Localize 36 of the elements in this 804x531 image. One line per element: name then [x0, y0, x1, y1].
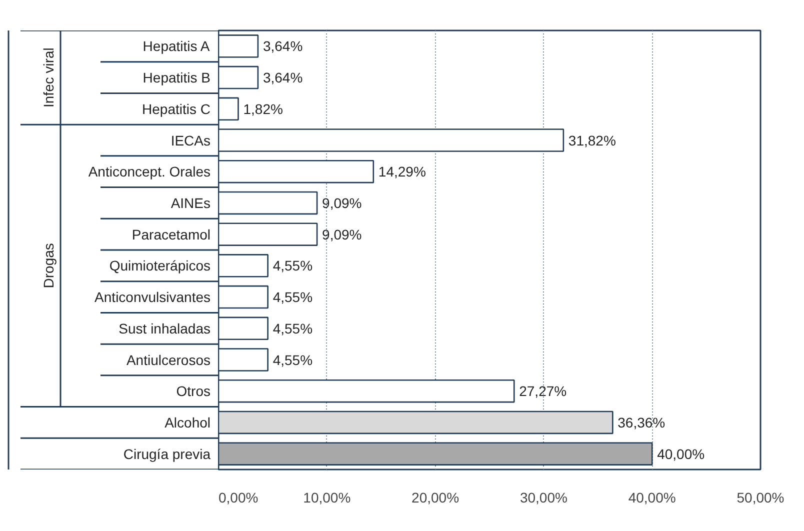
x-tick-label: 30,00% — [520, 490, 568, 506]
y-tick-label: Quimioterápicos — [109, 258, 211, 274]
y-tick-label: Hepatitis C — [142, 100, 210, 117]
y-tick-label: Cirugía previa — [123, 446, 211, 462]
y-tick-label: Otros — [176, 383, 211, 400]
data-label: 1,82% — [243, 100, 283, 117]
data-label: 3,64% — [262, 38, 303, 54]
y-tick-label: Hepatitis A — [142, 38, 210, 54]
text: Drogas — [40, 243, 56, 288]
y-tick-label: Hepatitis B — [142, 70, 211, 86]
y-tick-label: Paracetamol — [132, 226, 210, 242]
data-label: 4,55% — [272, 258, 313, 274]
data-label: 3,64% — [262, 70, 303, 86]
x-tick-label: 10,00% — [303, 490, 351, 506]
data-label: 36,36% — [618, 414, 666, 430]
x-tick-label: 20,00% — [412, 490, 460, 506]
y-tick-label: Anticonvulsivantes — [94, 289, 210, 306]
x-tick-label: 50,00% — [736, 490, 784, 506]
text: Infec viral — [40, 48, 56, 108]
y-tick-label: Sust inhaladas — [118, 320, 211, 336]
x-tick-label: 0,00% — [218, 490, 258, 506]
data-label: 4,55% — [272, 289, 313, 306]
data-label: 9,09% — [322, 226, 362, 242]
data-label: 4,55% — [272, 352, 313, 368]
data-label: 31,82% — [568, 132, 616, 148]
data-label: 40,00% — [657, 446, 705, 462]
x-tick-label: 40,00% — [628, 490, 676, 506]
data-label: 9,09% — [322, 194, 362, 211]
y-tick-label: Alcohol — [164, 414, 211, 430]
y-tick-label: Anticoncept. Orales — [88, 164, 210, 180]
y-tick-label: Antiulcerosos — [126, 352, 211, 368]
data-label: 27,27% — [519, 383, 567, 400]
y-tick-label: AINEs — [170, 194, 211, 211]
data-label: 14,29% — [378, 164, 426, 180]
y-tick-label: IECAs — [170, 132, 211, 148]
data-label: 4,55% — [272, 320, 313, 336]
